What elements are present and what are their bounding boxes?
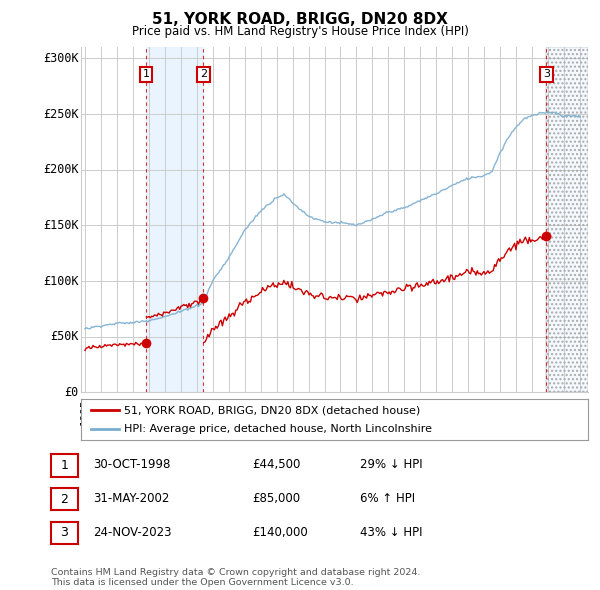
Text: 30-OCT-1998: 30-OCT-1998 bbox=[93, 458, 170, 471]
Text: 31-MAY-2002: 31-MAY-2002 bbox=[93, 492, 169, 505]
Text: Contains HM Land Registry data © Crown copyright and database right 2024.
This d: Contains HM Land Registry data © Crown c… bbox=[51, 568, 421, 587]
Bar bbox=[547, 47, 588, 392]
Text: 24-NOV-2023: 24-NOV-2023 bbox=[93, 526, 172, 539]
Text: 2: 2 bbox=[61, 493, 68, 506]
Text: £44,500: £44,500 bbox=[252, 458, 301, 471]
Bar bbox=[547, 47, 588, 392]
Text: 51, YORK ROAD, BRIGG, DN20 8DX (detached house): 51, YORK ROAD, BRIGG, DN20 8DX (detached… bbox=[124, 405, 421, 415]
Text: £50K: £50K bbox=[50, 330, 79, 343]
Text: 51, YORK ROAD, BRIGG, DN20 8DX: 51, YORK ROAD, BRIGG, DN20 8DX bbox=[152, 12, 448, 27]
Text: 29% ↓ HPI: 29% ↓ HPI bbox=[360, 458, 422, 471]
Text: £100K: £100K bbox=[43, 274, 79, 287]
Text: £200K: £200K bbox=[43, 163, 79, 176]
Bar bbox=[146, 47, 203, 392]
Text: Price paid vs. HM Land Registry's House Price Index (HPI): Price paid vs. HM Land Registry's House … bbox=[131, 25, 469, 38]
Text: 1: 1 bbox=[143, 70, 149, 80]
Text: £85,000: £85,000 bbox=[252, 492, 300, 505]
Text: 3: 3 bbox=[543, 70, 550, 80]
Text: 3: 3 bbox=[61, 526, 68, 539]
Text: 1: 1 bbox=[61, 459, 68, 472]
Text: £250K: £250K bbox=[43, 107, 79, 120]
Text: 2: 2 bbox=[200, 70, 207, 80]
Text: £300K: £300K bbox=[43, 52, 79, 65]
Text: £150K: £150K bbox=[43, 219, 79, 232]
Text: £140,000: £140,000 bbox=[252, 526, 308, 539]
Text: HPI: Average price, detached house, North Lincolnshire: HPI: Average price, detached house, Nort… bbox=[124, 424, 432, 434]
Text: 43% ↓ HPI: 43% ↓ HPI bbox=[360, 526, 422, 539]
Text: 6% ↑ HPI: 6% ↑ HPI bbox=[360, 492, 415, 505]
Text: £0: £0 bbox=[64, 386, 79, 399]
